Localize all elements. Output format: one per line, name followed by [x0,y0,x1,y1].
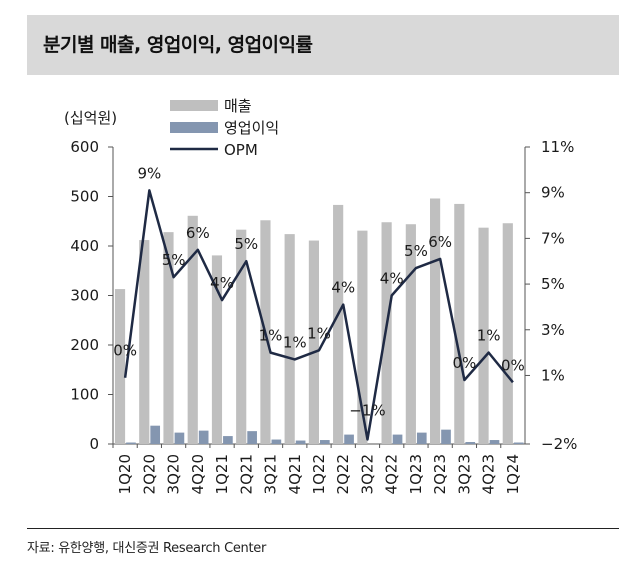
right-tick-label: 11% [541,138,574,156]
x-tick-label: 1Q24 [504,454,522,494]
opm-data-label: 5% [234,235,258,253]
op-profit-bar [271,439,282,444]
opm-data-label: 4% [380,270,404,288]
sales-bar [308,240,319,444]
op-profit-bar [320,440,330,444]
chart-title: 분기별 매출, 영업이익, 영업이익률 [43,34,313,56]
legend-swatch-sales [170,100,218,111]
title-bar: 분기별 매출, 영업이익, 영업이익률 [27,15,619,75]
op-profit-bar [174,432,185,444]
opm-data-label: 5% [162,251,186,269]
left-tick-label: 100 [70,386,99,404]
op-profit-bar [513,442,524,444]
op-profit-bar [126,442,136,444]
sales-bar [333,204,344,444]
op-profit-bar [150,425,161,444]
right-tick-label: 7% [541,229,565,247]
x-tick-label: 3Q22 [358,454,376,494]
left-tick-label: 0 [89,435,99,453]
opm-data-label: 0% [113,342,137,360]
left-tick-label: 500 [70,188,99,206]
legend-label-sales: 매출 [224,97,252,115]
op-profit-bar [344,434,354,444]
legend-label-opm: OPM [224,141,258,159]
x-tick-label: 1Q22 [310,454,328,494]
right-tick-label: 9% [541,184,565,202]
op-profit-bar [441,429,451,444]
sales-bar [163,232,174,444]
sales-bar [187,215,198,444]
sales-bar [211,255,223,444]
op-profit-bar [465,442,476,444]
opm-data-label: 1% [259,327,283,345]
opm-line [123,189,514,441]
legend-label-op-profit: 영업이익 [224,119,279,137]
source-divider [27,528,619,529]
sales-bar [429,198,441,444]
op-profit-bar [489,440,500,444]
sales-bar [139,240,150,444]
sales-bar [236,229,247,444]
x-tick-label: 2Q21 [237,454,255,494]
left-tick-label: 600 [70,138,99,156]
right-tick-label: 3% [541,321,565,339]
op-profit-bar [223,436,233,444]
x-tick-label: 3Q21 [262,454,280,494]
right-tick-label: 5% [541,275,565,293]
opm-data-label: 0% [501,356,525,374]
op-profit-bar [295,440,306,444]
opm-data-label: 5% [404,242,428,260]
source-note: 자료: 유한양행, 대신증권 Research Center [27,541,267,556]
opm-data-label: 9% [137,164,161,182]
sales-bar [284,234,295,444]
x-tick-label: 4Q20 [189,454,207,494]
sales-bar [357,230,368,444]
op-profit-bar [198,430,209,444]
opm-data-label: −1% [349,401,385,419]
sales-bar [114,289,126,444]
x-tick-label: 1Q21 [213,454,231,494]
opm-data-label: 6% [428,233,452,251]
x-tick-label: 1Q23 [407,454,425,494]
x-tick-label: 4Q22 [383,454,401,494]
right-tick-label: 1% [541,366,565,384]
opm-data-label: 1% [477,327,501,345]
x-tick-label: 4Q21 [286,454,304,494]
x-tick-label: 1Q20 [116,454,134,494]
sales-bar [502,223,513,444]
legend-swatch-op-profit [170,122,218,133]
opm-data-label: 6% [186,224,210,242]
left-tick-label: 400 [70,237,99,255]
x-tick-label: 2Q20 [140,454,158,494]
x-tick-label: 2Q23 [431,454,449,494]
unit-label: (십억원) [64,109,117,127]
left-tick-label: 200 [70,336,99,354]
x-tick-label: 3Q20 [165,454,183,494]
op-profit-bar [392,434,403,444]
op-profit-bar [247,431,257,444]
x-tick-label: 2Q22 [334,454,352,494]
x-tick-label: 4Q23 [480,454,498,494]
sales-bar [478,227,489,444]
sales-bar [405,224,416,444]
x-tick-label: 3Q23 [455,454,473,494]
opm-data-label: 0% [453,354,477,372]
left-tick-label: 300 [70,287,99,305]
opm-data-label: 4% [210,274,234,292]
opm-data-label: 1% [283,333,307,351]
sales-bar [454,203,465,444]
op-profit-bar [416,432,427,444]
right-tick-label: −2% [541,435,577,453]
opm-data-label: 1% [307,324,331,342]
opm-data-label: 4% [331,279,355,297]
